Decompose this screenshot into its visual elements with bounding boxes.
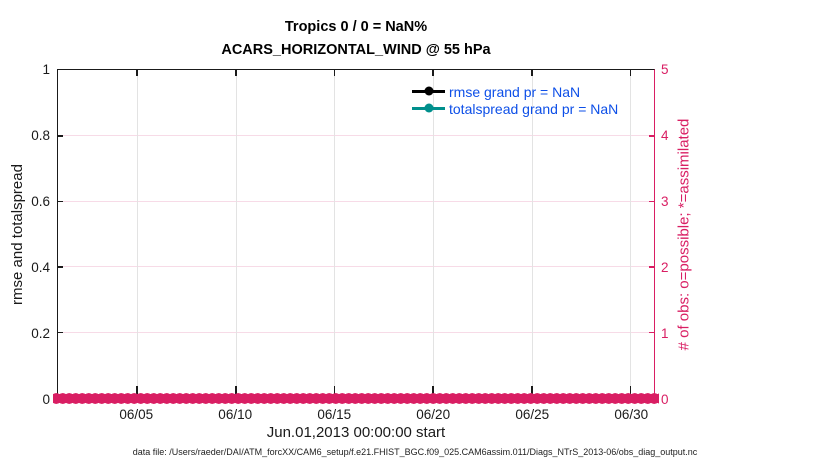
h-gridline bbox=[58, 331, 654, 334]
v-gridline bbox=[136, 70, 138, 398]
rmse-line-marker-icon bbox=[412, 90, 445, 93]
totalspread-line-marker-icon bbox=[412, 107, 445, 110]
chart-title: Tropics 0 / 0 = NaN% bbox=[284, 19, 428, 35]
h-gridline bbox=[58, 266, 654, 268]
legend-entry-rmse: rmse grand pr = NaN bbox=[412, 83, 618, 100]
h-gridline bbox=[58, 135, 654, 137]
obs-marker-band bbox=[53, 392, 659, 405]
x-tick-label: 06/15 bbox=[317, 407, 352, 422]
legend-label: rmse grand pr = NaN bbox=[449, 83, 581, 100]
x-tick-label: 06/30 bbox=[614, 407, 649, 422]
x-tick-label: 06/05 bbox=[119, 407, 154, 422]
left-axis-label: rmse and totalspread bbox=[8, 163, 26, 305]
chart-subtitle: ACARS_HORIZONTAL_WIND @ 55 hPa bbox=[221, 42, 491, 58]
v-gridline bbox=[333, 70, 336, 398]
v-gridline bbox=[629, 70, 632, 398]
data-file-path: data file: /Users/raeder/DAI/ATM_forcXX/… bbox=[132, 447, 698, 457]
legend-entry-totalspread: totalspread grand pr = NaN bbox=[412, 100, 618, 117]
plot-area bbox=[53, 69, 659, 405]
h-gridline bbox=[58, 200, 654, 203]
v-gridline bbox=[235, 70, 237, 398]
x-axis-label: Jun.01,2013 00:00:00 start bbox=[266, 424, 446, 441]
left-tick-labels: 1 0.8 0.6 0.4 0.2 0 bbox=[31, 61, 50, 407]
v-gridline bbox=[432, 70, 434, 398]
horizontal-gridlines bbox=[58, 70, 654, 398]
h-gridline bbox=[58, 70, 654, 71]
right-axis-label: # of obs: o=possible; *=assimilated bbox=[675, 118, 693, 350]
x-tick-labels: 06/05 06/10 06/15 06/20 06/25 06/30 bbox=[57, 407, 655, 423]
legend: rmse grand pr = NaN totalspread grand pr… bbox=[412, 83, 618, 117]
x-tick-label: 06/25 bbox=[515, 407, 550, 422]
x-tick-label: 06/20 bbox=[416, 407, 451, 422]
v-gridline bbox=[531, 70, 533, 398]
legend-label: totalspread grand pr = NaN bbox=[449, 100, 619, 117]
x-tick-label: 06/10 bbox=[218, 407, 253, 422]
